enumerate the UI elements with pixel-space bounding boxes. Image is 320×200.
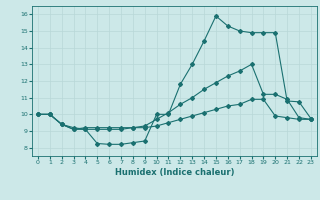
X-axis label: Humidex (Indice chaleur): Humidex (Indice chaleur)	[115, 168, 234, 177]
